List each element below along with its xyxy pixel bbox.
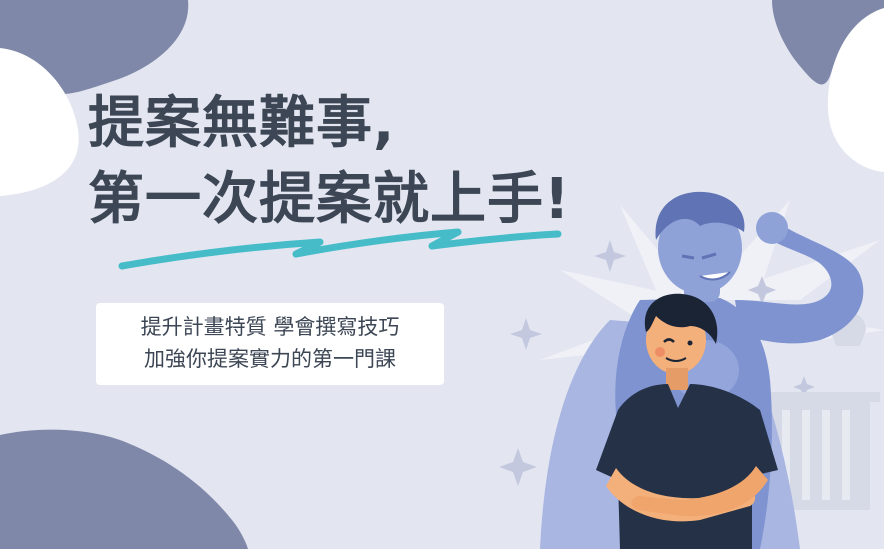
squiggle-underline xyxy=(118,228,562,270)
subtitle-line-2: 加強你提案實力的第一門課 xyxy=(144,347,396,371)
headline-line-2: 第一次提案就上手! xyxy=(88,167,571,232)
subtitle-line-1: 提升計畫特質 學會撰寫技巧 xyxy=(140,315,400,339)
headline-line-1: 提案無難事, xyxy=(88,91,396,156)
subtitle-card: 提升計畫特質 學會撰寫技巧 加強你提案實力的第一門課 xyxy=(96,303,444,385)
